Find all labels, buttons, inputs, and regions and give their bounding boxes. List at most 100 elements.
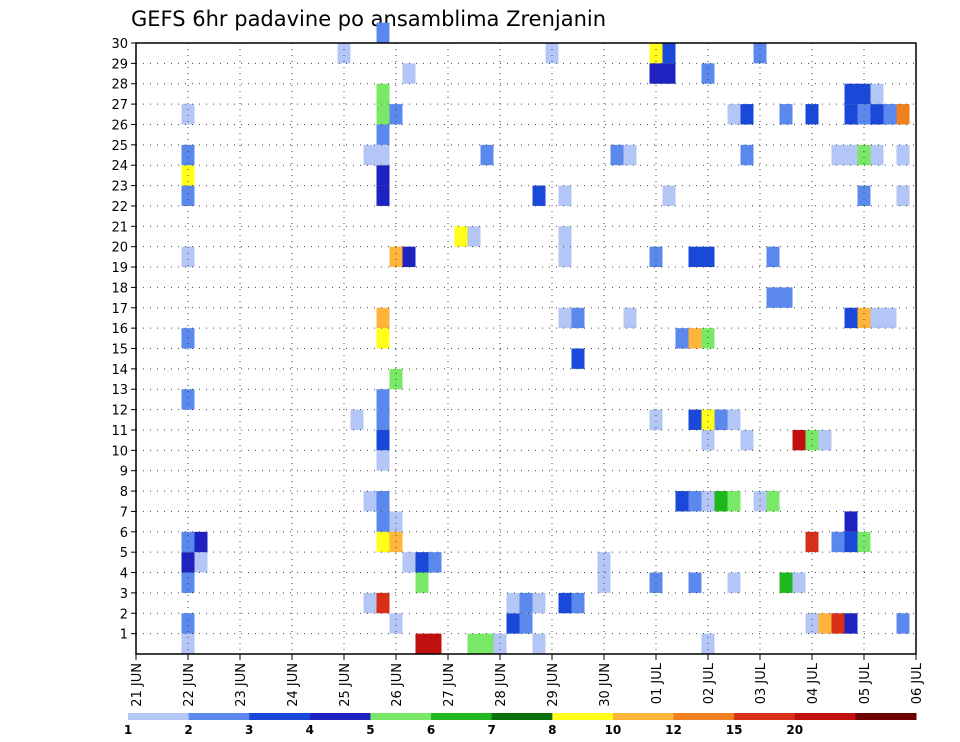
- y-tick-label: 28: [111, 78, 128, 93]
- precip-cell: [844, 104, 858, 125]
- precip-cell: [376, 491, 390, 512]
- precip-cell: [181, 389, 195, 410]
- precip-cell: [896, 104, 910, 125]
- colorbar-label: 2: [184, 723, 192, 737]
- x-tick-label: 30 JUN: [598, 663, 613, 707]
- precip-cell: [701, 328, 715, 349]
- colorbar-label: 5: [366, 723, 374, 737]
- precip-cell: [376, 592, 390, 614]
- colorbar: 1 2 3 4 5 6 7 8 10 12 15 20: [124, 713, 917, 737]
- precip-cell: [181, 328, 195, 349]
- colorbar-label: 8: [548, 723, 556, 737]
- precip-cell: [506, 592, 520, 614]
- precip-cell: [896, 613, 910, 634]
- precip-cell: [389, 613, 403, 634]
- precip-cell: [350, 409, 364, 430]
- precip-cell: [701, 429, 715, 451]
- precip-cell: [428, 633, 442, 654]
- precip-cell: [844, 613, 858, 634]
- precip-cell: [558, 592, 572, 614]
- colorbar-label: 12: [665, 723, 682, 737]
- precip-cell: [558, 246, 572, 268]
- y-tick-label: 2: [120, 607, 128, 622]
- precip-cell: [402, 552, 416, 573]
- precip-cell: [831, 531, 845, 553]
- x-tick-label: 03 JUL: [754, 662, 769, 704]
- x-tick-label: 02 JUL: [702, 662, 717, 704]
- y-tick-label: 20: [111, 241, 128, 256]
- precip-cell: [883, 104, 897, 125]
- y-tick-label: 30: [111, 37, 128, 52]
- precip-cell: [376, 22, 390, 43]
- precip-cell: [428, 552, 442, 573]
- y-tick-label: 10: [111, 444, 128, 459]
- y-tick-label: 25: [111, 139, 128, 154]
- precip-cell: [376, 83, 390, 105]
- precip-cell: [532, 633, 546, 654]
- precip-cell: [181, 246, 195, 268]
- precip-cell: [480, 144, 494, 166]
- precip-cell: [181, 572, 195, 593]
- precip-cell: [727, 409, 741, 430]
- precip-cell: [844, 83, 858, 105]
- y-tick-label: 13: [111, 383, 128, 398]
- precip-cell: [688, 572, 702, 593]
- x-tick-label: 21 JUN: [130, 663, 145, 707]
- precip-cell: [623, 144, 637, 166]
- precip-cell: [740, 104, 754, 125]
- precip-cell: [597, 552, 611, 573]
- colorbar-swatch: [431, 713, 493, 720]
- precip-cell: [545, 43, 559, 64]
- precip-cell: [844, 531, 858, 553]
- x-tick-label: 22 JUN: [182, 663, 197, 707]
- colorbar-label: 6: [427, 723, 435, 737]
- y-axis-ticks: 1234567891011121314151617181920212223242…: [111, 37, 136, 643]
- colorbar-swatch: [128, 713, 190, 720]
- x-tick-label: 05 JUL: [858, 662, 873, 704]
- precip-cell: [675, 491, 689, 512]
- precip-cell: [558, 307, 572, 329]
- colorbar-label: 3: [245, 723, 253, 737]
- precip-cell: [376, 104, 390, 125]
- precip-cell: [506, 613, 520, 634]
- x-tick-label: 24 JUN: [286, 663, 301, 707]
- precip-cell: [454, 226, 468, 247]
- precip-cell: [402, 246, 416, 268]
- colorbar-label: 7: [488, 723, 496, 737]
- y-tick-label: 6: [120, 526, 128, 541]
- y-tick-label: 14: [111, 363, 128, 378]
- precip-cell: [389, 104, 403, 125]
- x-tick-label: 25 JUN: [338, 663, 353, 707]
- precip-cell: [857, 83, 871, 105]
- precip-cell: [337, 43, 351, 64]
- precip-cell: [792, 572, 806, 593]
- precip-cell: [740, 429, 754, 451]
- precip-cell: [792, 429, 806, 451]
- precip-cell: [662, 43, 676, 64]
- precip-cell: [181, 185, 195, 206]
- y-tick-label: 29: [111, 57, 128, 72]
- precip-cell: [376, 450, 390, 471]
- precip-cell: [415, 552, 429, 573]
- precip-cell: [753, 491, 767, 512]
- precip-cell: [389, 511, 403, 532]
- precip-cell: [844, 307, 858, 329]
- precip-cell: [623, 307, 637, 329]
- precip-cell: [714, 491, 728, 512]
- colorbar-swatch: [370, 713, 432, 720]
- colorbar-swatch: [673, 713, 735, 720]
- y-tick-label: 9: [120, 465, 128, 480]
- precip-cell: [844, 511, 858, 532]
- x-tick-label: 06 JUL: [910, 662, 925, 704]
- precip-cell: [181, 552, 195, 573]
- precip-cell: [857, 307, 871, 329]
- colorbar-label: 4: [306, 723, 314, 737]
- precip-cell: [857, 104, 871, 125]
- x-axis-ticks: 21 JUN 22 JUN 23 JUN 24 JUN 25 JUN 26 JUN 27 J…: [130, 654, 925, 707]
- precip-cell: [597, 572, 611, 593]
- dotted-grid: [136, 43, 916, 654]
- precip-cell: [870, 83, 884, 105]
- precip-cell: [571, 592, 585, 614]
- y-tick-label: 5: [120, 546, 128, 561]
- y-tick-label: 21: [111, 220, 128, 235]
